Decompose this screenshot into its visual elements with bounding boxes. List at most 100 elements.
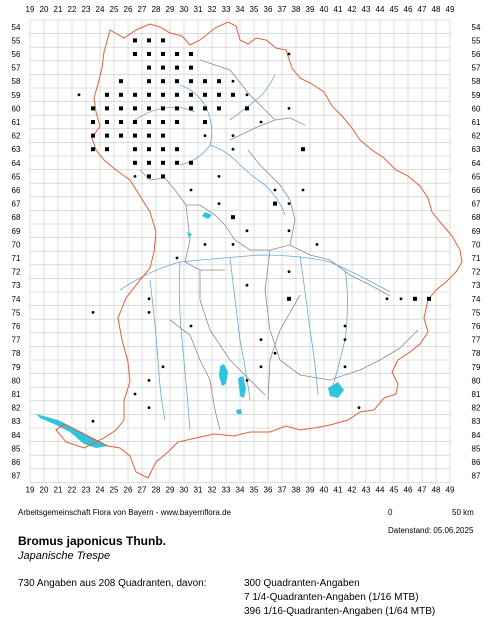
record-point-marker — [189, 324, 193, 328]
record-square-marker — [161, 133, 165, 138]
lake-chiemsee — [328, 382, 344, 398]
record-square-marker — [161, 38, 165, 43]
y-tick-label: 76 — [472, 322, 481, 331]
y-tick-label: 63 — [12, 145, 21, 154]
x-tick-label: 35 — [250, 5, 259, 14]
y-tick-label: 85 — [472, 444, 481, 453]
y-tick-label: 67 — [12, 200, 21, 209]
y-tick-label: 82 — [12, 404, 21, 413]
x-tick-label: 29 — [166, 5, 175, 14]
x-tick-label: 47 — [418, 485, 427, 494]
y-tick-label: 58 — [12, 77, 21, 86]
record-point-marker — [91, 311, 95, 314]
record-point-marker — [245, 283, 249, 287]
record-square-marker — [175, 160, 179, 165]
y-tick-label: 70 — [472, 240, 481, 249]
record-point-marker — [231, 243, 235, 246]
record-point-marker — [259, 120, 263, 124]
x-tick-label: 46 — [404, 5, 413, 14]
quadrant-count: 300 Quadranten-Angaben — [244, 578, 360, 589]
record-square-marker — [161, 147, 165, 152]
y-tick-label: 69 — [12, 227, 21, 236]
record-square-marker — [189, 106, 193, 111]
x-tick-label: 37 — [278, 485, 287, 494]
record-point-marker — [245, 379, 249, 382]
record-square-marker — [427, 296, 431, 301]
state-border — [55, 21, 463, 479]
record-point-marker — [105, 134, 109, 138]
record-square-marker — [147, 38, 151, 43]
y-tick-label: 69 — [472, 227, 481, 236]
x-tick-label: 38 — [292, 485, 301, 494]
record-square-marker — [231, 215, 235, 220]
y-tick-label: 84 — [472, 431, 481, 440]
y-tick-label: 66 — [12, 186, 21, 195]
x-tick-label: 23 — [82, 5, 91, 14]
y-tick-label: 66 — [472, 186, 481, 195]
y-tick-label: 82 — [472, 404, 481, 413]
x-tick-label: 37 — [278, 5, 287, 14]
record-square-marker — [119, 92, 123, 97]
lake-ammersee — [219, 364, 228, 386]
record-point-marker — [287, 229, 291, 233]
y-tick-label: 60 — [472, 104, 481, 113]
record-square-marker — [105, 120, 109, 124]
records-subquadrant — [77, 52, 403, 423]
record-point-marker — [203, 243, 207, 246]
x-tick-label: 21 — [54, 485, 63, 494]
rivers — [119, 74, 391, 431]
x-tick-label: 32 — [208, 485, 217, 494]
record-square-marker — [91, 120, 95, 124]
record-point-marker — [203, 134, 207, 138]
y-tick-label: 59 — [12, 91, 21, 100]
record-square-marker — [161, 160, 165, 165]
record-point-marker — [77, 93, 81, 97]
record-square-marker — [91, 106, 95, 111]
y-tick-label: 59 — [472, 91, 481, 100]
x-tick-label: 42 — [348, 485, 357, 494]
record-point-marker — [217, 202, 221, 206]
record-square-marker — [147, 92, 151, 97]
record-square-marker — [119, 120, 123, 124]
record-point-marker — [133, 175, 137, 178]
record-square-marker — [133, 92, 137, 97]
record-point-marker — [315, 243, 319, 246]
y-tick-label: 77 — [12, 336, 21, 345]
record-square-marker — [147, 174, 151, 179]
record-point-marker — [147, 379, 151, 382]
record-point-marker — [91, 419, 95, 423]
x-tick-label: 31 — [194, 5, 203, 14]
record-square-marker — [175, 79, 179, 84]
y-tick-label: 80 — [12, 376, 21, 385]
x-tick-label: 28 — [152, 485, 161, 494]
x-tick-label: 28 — [152, 5, 161, 14]
record-square-marker — [105, 92, 109, 97]
x-tick-label: 41 — [334, 5, 343, 14]
y-tick-label: 56 — [12, 50, 21, 59]
x-tick-label: 19 — [26, 485, 35, 494]
y-tick-label: 74 — [472, 295, 481, 304]
x-tick-label: 33 — [222, 485, 231, 494]
record-point-marker — [399, 297, 403, 301]
record-square-marker — [231, 92, 235, 97]
y-tick-label: 61 — [472, 118, 481, 127]
record-square-marker — [287, 296, 291, 301]
record-point-marker — [147, 297, 151, 301]
y-tick-label: 78 — [472, 349, 481, 358]
records-summary: 730 Angaben aus 208 Quadranten, davon: — [18, 578, 207, 589]
x-tick-label: 38 — [292, 5, 301, 14]
x-tick-label: 25 — [110, 485, 119, 494]
x-tick-label: 33 — [222, 5, 231, 14]
lake-altmuehl — [187, 232, 192, 238]
y-tick-label: 75 — [472, 308, 481, 317]
x-tick-label: 27 — [138, 5, 147, 14]
record-point-marker — [343, 365, 347, 369]
x-axis-labels-bottom: 19 20 21 22 23 24 25 26 27 28 29 30 31 32 33 34 35 36 37 38… — [26, 485, 455, 494]
record-square-marker — [133, 38, 137, 43]
y-tick-label: 60 — [12, 104, 21, 113]
record-square-marker — [147, 52, 151, 56]
record-point-marker — [147, 311, 151, 314]
y-tick-label: 57 — [472, 64, 481, 73]
species-common-name: Japanische Trespe — [18, 550, 111, 562]
y-tick-label: 71 — [12, 254, 21, 263]
